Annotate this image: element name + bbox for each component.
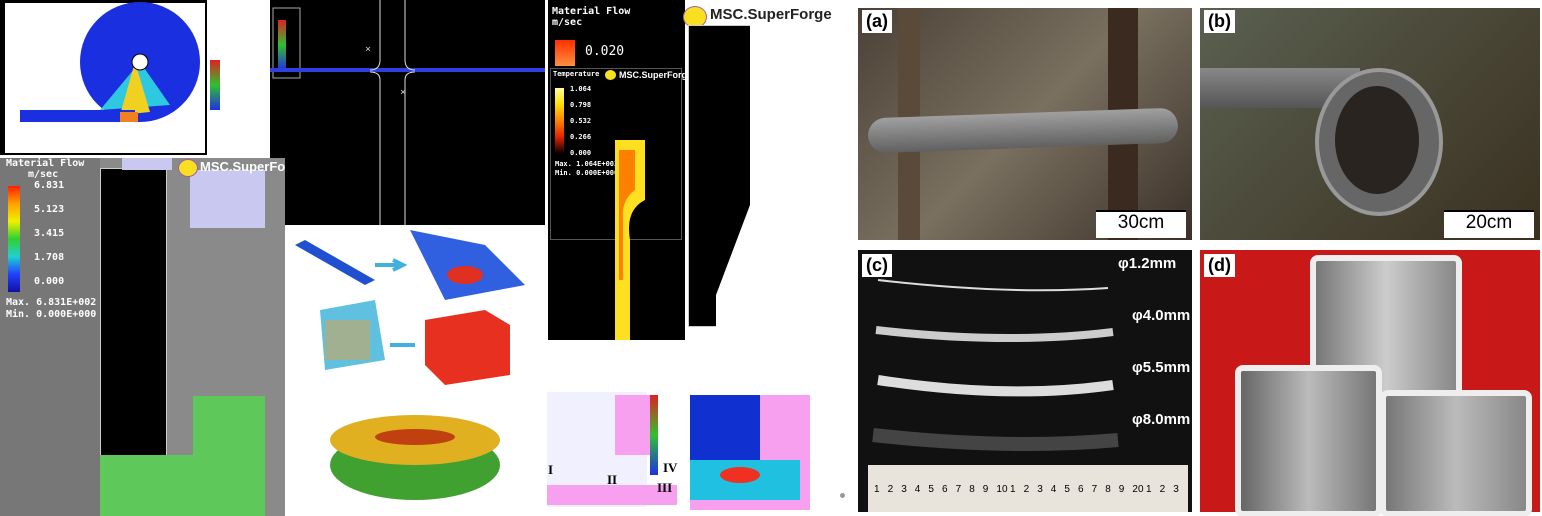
ruler-label: 2 — [1159, 484, 1166, 495]
ruler-label: 2 — [887, 484, 894, 495]
inner-title: Temperature — [553, 70, 600, 78]
unit: m/sec — [28, 169, 59, 180]
svg-text:×: × — [400, 87, 406, 98]
panel-label: (b) — [1204, 10, 1235, 33]
region-label: IV — [663, 460, 678, 475]
diameter-label: φ8.0mm — [1132, 411, 1191, 428]
region-label: III — [657, 480, 673, 495]
diameter-label: φ4.0mm — [1132, 307, 1191, 324]
legend-label: 0.266 — [570, 133, 592, 141]
ruler-label: 1 — [1010, 484, 1016, 495]
legend-label: 6.831 — [34, 180, 65, 191]
sim-mesh: × × — [270, 0, 545, 225]
inner-min: Min. 0.000E+000 — [555, 169, 619, 177]
scale-bar: 30cm — [1096, 210, 1186, 238]
title: Material Flow — [6, 158, 85, 169]
legend-label: 1.708 — [34, 252, 65, 263]
ruler-label: 10 — [996, 484, 1008, 495]
legend-label: 0.000 — [34, 276, 65, 287]
flow-images: I II III IV — [545, 390, 825, 512]
photo-c: 1 2 3 4 5 6 7 8 9 10 1 2 3 4 5 6 7 8 9 20 1 2 3 — [858, 250, 1192, 512]
ruler-label: 3 — [1037, 484, 1043, 495]
ruler-label: 9 — [982, 484, 989, 495]
ruler-label: 20 — [1132, 484, 1144, 495]
legend-label: 0.532 — [570, 117, 592, 125]
value: 0.020 — [585, 44, 625, 59]
inner-max: Max. 1.064E+003 — [555, 160, 619, 168]
region-label: I — [548, 462, 554, 477]
ruler-label: 4 — [914, 484, 921, 495]
ruler-label: 7 — [955, 484, 962, 495]
ruler-label: 7 — [1091, 484, 1098, 495]
legend-label: 5.123 — [34, 204, 65, 215]
scale-bar: 20cm — [1444, 210, 1534, 238]
ruler-label: 8 — [1105, 484, 1111, 495]
diameter-label: φ1.2mm — [1118, 255, 1177, 272]
max: Max. 6.831E+002 — [6, 297, 97, 308]
ruler-label: 9 — [1118, 484, 1125, 495]
legend-label: 0.000 — [570, 149, 592, 157]
photo-b — [1200, 8, 1540, 240]
ruler-label: 1 — [874, 484, 880, 495]
ruler-label: 5 — [1064, 484, 1070, 495]
min: Min. 0.000E+000 — [6, 309, 97, 320]
ruler-label: 4 — [1050, 484, 1057, 495]
logo: MSC.SuperFo — [200, 159, 286, 174]
sim-stress — [0, 0, 220, 155]
photo-d — [1200, 250, 1540, 516]
sim-flow: Material Flow m/sec 6.831 5.123 3.415 1.708… — [0, 158, 285, 516]
ruler-label: 5 — [928, 484, 934, 495]
svg-text:×: × — [365, 44, 371, 55]
ruler-label: 1 — [1146, 484, 1152, 495]
legend-label: 1.064 — [570, 85, 592, 93]
region-label: II — [607, 472, 618, 487]
ruler-label: 2 — [1023, 484, 1030, 495]
inner-logo: MSC.SuperForge — [619, 70, 693, 80]
legend-label: 3.415 — [34, 228, 65, 239]
sim-stress-plot — [20, 2, 200, 122]
ruler-label: 3 — [901, 484, 907, 495]
panel-label: (c) — [862, 254, 892, 277]
unit: m/sec — [552, 17, 583, 28]
sim-top: Material Flow m/sec 0.020 MSC.SuperForge… — [545, 0, 832, 385]
ruler-label: 8 — [969, 484, 975, 495]
title: Material Flow — [552, 6, 631, 17]
diameter-label: φ5.5mm — [1132, 359, 1191, 376]
ruler-label: 3 — [1173, 484, 1179, 495]
legend-label: 0.798 — [570, 101, 592, 109]
panel-label: (d) — [1204, 254, 1235, 277]
ruler-label: 6 — [1078, 484, 1084, 495]
photo-a — [858, 8, 1192, 240]
diagrams — [285, 225, 545, 516]
logo: MSC.SuperForge — [710, 6, 832, 23]
panel-label: (a) — [862, 10, 892, 33]
ruler-label: 6 — [942, 484, 948, 495]
